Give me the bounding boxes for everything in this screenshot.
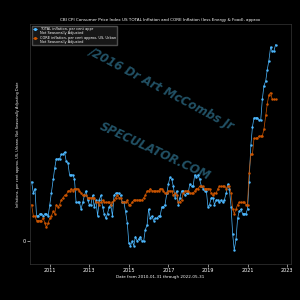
Text: SPECULATOR.COM: SPECULATOR.COM [98, 120, 213, 183]
Title: CBI CPI Consumer Price Index US TOTAL Inflation and CORE Inflation (less Energy : CBI CPI Consumer Price Index US TOTAL In… [60, 18, 261, 22]
Text: /2016 Dr Art McCombs Jr: /2016 Dr Art McCombs Jr [86, 45, 235, 133]
Legend: TOTAL inflation, per cent appr, Not Seasonally Adjusted, CORE inflation, per cen: TOTAL inflation, per cent appr, Not Seas… [32, 26, 117, 45]
Y-axis label: Inflations, per cent approx, US, Urbane, Not Seasonally Adjusting Date: Inflations, per cent approx, US, Urbane,… [16, 81, 20, 207]
X-axis label: Date from 2010-01-31 through 2022-05-31: Date from 2010-01-31 through 2022-05-31 [116, 274, 205, 279]
